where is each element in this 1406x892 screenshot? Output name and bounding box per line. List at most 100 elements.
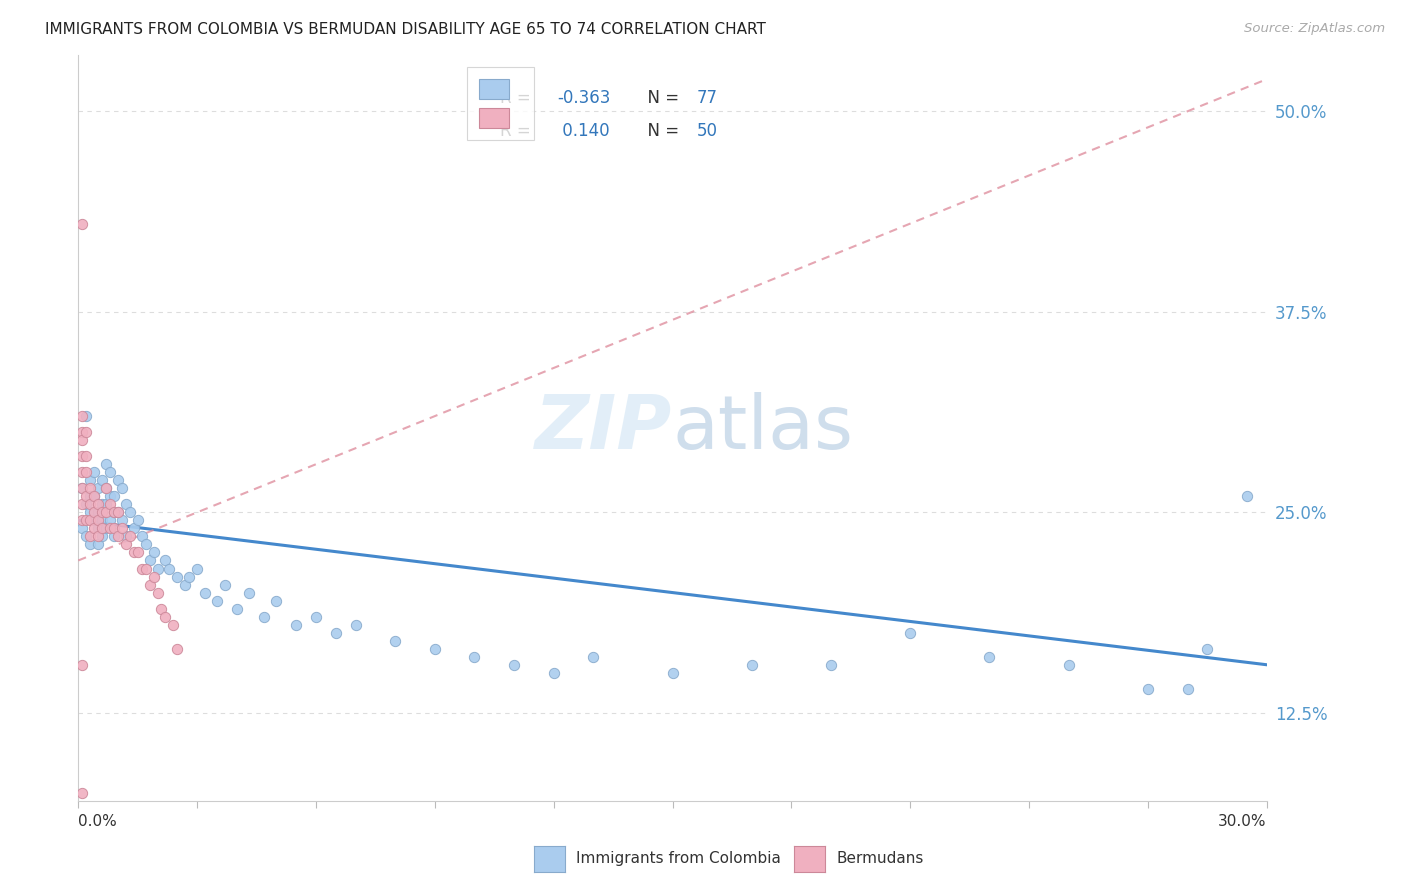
Point — [157, 561, 180, 575]
Point — [122, 521, 145, 535]
Point — [114, 529, 136, 543]
Point — [114, 497, 136, 511]
Point — [1236, 489, 1258, 503]
Legend: , : , — [467, 67, 534, 139]
Point — [107, 473, 129, 487]
Point — [94, 497, 117, 511]
Point — [142, 569, 165, 583]
Point — [87, 497, 110, 511]
Point — [225, 601, 247, 615]
Text: 0.140: 0.140 — [557, 122, 610, 140]
Point — [98, 489, 121, 503]
Point — [83, 505, 105, 519]
Point — [423, 641, 446, 656]
Point — [79, 481, 101, 495]
Point — [138, 553, 160, 567]
Point — [820, 657, 842, 672]
Point — [107, 529, 129, 543]
Point — [285, 617, 308, 632]
Point — [70, 657, 93, 672]
Text: 0.0%: 0.0% — [79, 814, 117, 829]
Text: 30.0%: 30.0% — [1218, 814, 1267, 829]
Text: ZIP: ZIP — [536, 392, 672, 465]
Point — [79, 497, 101, 511]
Point — [463, 649, 485, 664]
Point — [91, 529, 114, 543]
Point — [661, 665, 683, 680]
Point — [543, 665, 565, 680]
Point — [87, 505, 110, 519]
Point — [103, 521, 125, 535]
Point — [75, 513, 97, 527]
Point — [83, 465, 105, 479]
Point — [253, 609, 276, 624]
Point — [146, 585, 169, 599]
Point — [155, 609, 177, 624]
Point — [70, 521, 93, 535]
Point — [114, 537, 136, 551]
Point — [1177, 681, 1199, 696]
Point — [194, 585, 217, 599]
Point — [70, 449, 93, 463]
Point — [138, 577, 160, 591]
Point — [94, 505, 117, 519]
Text: R =: R = — [501, 88, 536, 107]
Point — [162, 617, 184, 632]
Text: atlas: atlas — [672, 392, 853, 465]
Text: Source: ZipAtlas.com: Source: ZipAtlas.com — [1244, 22, 1385, 36]
Point — [75, 425, 97, 439]
Point — [107, 505, 129, 519]
Point — [503, 657, 526, 672]
Point — [111, 481, 134, 495]
Text: -0.363: -0.363 — [557, 88, 610, 107]
Point — [384, 633, 406, 648]
Point — [111, 521, 134, 535]
Point — [98, 513, 121, 527]
Point — [118, 505, 141, 519]
Point — [83, 513, 105, 527]
Point — [94, 481, 117, 495]
Point — [70, 433, 93, 447]
Point — [91, 513, 114, 527]
Point — [111, 513, 134, 527]
Point — [83, 521, 105, 535]
Point — [122, 545, 145, 559]
Point — [205, 593, 228, 607]
Point — [70, 465, 93, 479]
Point — [94, 521, 117, 535]
Point — [75, 529, 97, 543]
Point — [135, 537, 157, 551]
Point — [266, 593, 288, 607]
Point — [174, 577, 197, 591]
Point — [75, 409, 97, 423]
Text: R =: R = — [501, 122, 536, 140]
Point — [103, 505, 125, 519]
Point — [166, 569, 188, 583]
Point — [87, 529, 110, 543]
Text: 50: 50 — [696, 122, 717, 140]
Point — [103, 489, 125, 503]
Point — [238, 585, 260, 599]
Point — [79, 513, 101, 527]
Point — [83, 489, 105, 503]
Point — [79, 473, 101, 487]
Point — [83, 489, 105, 503]
Point — [146, 561, 169, 575]
Point — [87, 513, 110, 527]
Point — [79, 529, 101, 543]
Point — [94, 481, 117, 495]
Point — [70, 217, 93, 231]
Point — [87, 537, 110, 551]
Point — [87, 521, 110, 535]
Point — [103, 529, 125, 543]
Point — [79, 505, 101, 519]
Point — [75, 465, 97, 479]
Point — [131, 561, 153, 575]
Point — [131, 529, 153, 543]
Point — [91, 473, 114, 487]
Point — [70, 786, 93, 800]
Point — [135, 561, 157, 575]
Point — [1057, 657, 1080, 672]
Text: 77: 77 — [696, 88, 717, 107]
Point — [1136, 681, 1159, 696]
